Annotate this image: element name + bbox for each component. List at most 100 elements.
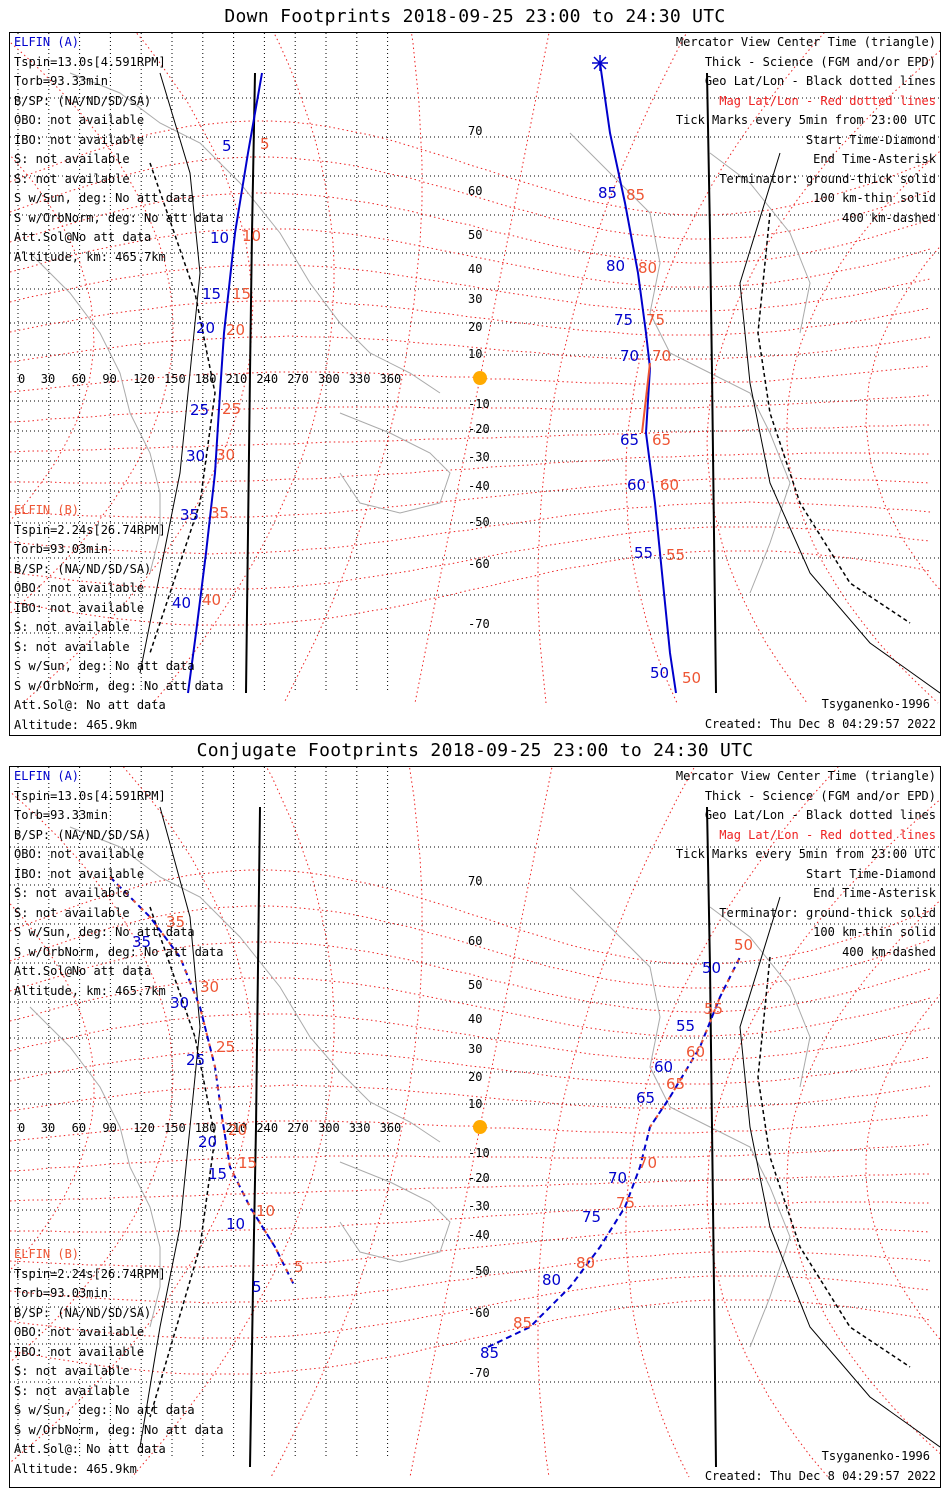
longitude-label: 210: [226, 1121, 248, 1135]
mag-latitude-line: [10, 1173, 930, 1202]
mag-latitude-line: [10, 192, 931, 264]
mag-longitude-line: [537, 33, 688, 704]
longitude-label: 270: [287, 372, 309, 386]
elfin-a-tick-label: 50: [650, 664, 669, 682]
info-line: Torb=93.33min: [14, 808, 108, 822]
legend: Mercator View Center Time (triangle) Thi…: [676, 767, 936, 962]
elfin-a-tick-label: 30: [186, 447, 205, 465]
elfin-a-tick-label: 35: [180, 506, 199, 524]
coastline: [709, 152, 811, 334]
elfin-a-info: ELFIN (A) Tspin=13.0s[4.591RPM] Torb=93.…: [14, 767, 224, 1001]
legend-line: Tick Marks every 5min from 23:00 UTC: [675, 113, 936, 127]
longitude-label: 60: [72, 1121, 86, 1135]
panel-title: Down Footprints 2018-09-25 23:00 to 24:3…: [224, 6, 726, 27]
info-line: Tspin=13.0s[4.591RPM]: [14, 788, 166, 803]
info-line: B/SP: (NA/ND/SD/SA): [14, 561, 152, 576]
elfin-b-tick-label: 65: [652, 431, 671, 449]
longitude-label: 300: [318, 372, 340, 386]
elfin-a-tick-label: 80: [542, 1271, 561, 1289]
map-frame: 0 30 60 90 120 150 180 210 240 270 300 330 360 70 60 50…: [9, 32, 941, 736]
latitude-label: -40: [468, 479, 490, 493]
end-asterisk-icon: [593, 56, 607, 70]
elfin-a-info: ELFIN (A) Tspin=13.0s[4.591RPM] Torb=93.…: [14, 33, 224, 267]
elfin-a-tick-label: 55: [676, 1017, 695, 1035]
info-line: IBO: not available: [14, 600, 145, 615]
latitude-label: -40: [468, 1228, 490, 1242]
elfin-b-tick-label: 55: [666, 546, 685, 564]
mag-latitude-line: [10, 394, 931, 423]
terminator-line: [757, 956, 911, 1368]
longitude-label: 90: [102, 1121, 116, 1135]
elfin-a-tick-label: 15: [208, 1165, 227, 1183]
info-line: Altitude, km: 465.7km: [14, 983, 166, 998]
elfin-a-tick-label: 60: [654, 1058, 673, 1076]
conjugate-footprints-panel: Conjugate Footprints 2018-09-25 23:00 to…: [0, 740, 950, 1500]
latitude-label: 60: [468, 934, 482, 948]
latitude-label: -70: [468, 1366, 490, 1380]
terminator-line: [739, 152, 940, 694]
model-label: Tsyganenko-1996: [821, 697, 930, 711]
legend-line: End Time-Asterisk: [813, 152, 936, 166]
info-line: Torb=93.33min: [14, 74, 108, 88]
terminator-line: [245, 72, 256, 694]
legend-line: Start Time-Diamond: [805, 866, 936, 881]
elfin-a-tick-label: 75: [614, 311, 633, 329]
elfin-b-tick-label: 80: [576, 1254, 595, 1272]
latitude-label: 40: [468, 1012, 482, 1026]
elfin-b-tick-label: 10: [242, 227, 261, 245]
elfin-b-tick-label: 30: [200, 978, 219, 996]
legend: Mercator View Center Time (triangle) Thi…: [676, 33, 936, 228]
info-line: OBO: not available: [14, 1325, 145, 1339]
mag-longitude-line: [625, 767, 839, 1478]
info-line: S: not available: [14, 886, 130, 900]
elfin-b-tick-label: 40: [202, 591, 221, 609]
elfin-a-tick-label: 20: [198, 1133, 217, 1151]
created-label: Created: Thu Dec 8 04:29:57 2022: [704, 717, 936, 731]
legend-line: End Time-Asterisk: [813, 886, 936, 900]
terminator-line: [706, 806, 717, 1468]
coastline: [339, 412, 451, 514]
elfin-b-tick-label: 20: [226, 321, 245, 339]
legend-line: Thick - Science (FGM and/or EPD): [704, 788, 936, 803]
longitude-label: 0: [18, 1121, 25, 1135]
info-line: S w/Sun, deg: No att data: [14, 1403, 195, 1417]
elfin-b-tick-label: 15: [238, 1154, 257, 1172]
mag-latitude-line: [10, 1299, 931, 1375]
info-line: B/SP: (NA/ND/SD/SA): [14, 1305, 152, 1320]
elfin-b-tick-label: 70: [652, 347, 671, 365]
elfin-b-tick-label: 20: [228, 1121, 247, 1139]
elfin-b-info: ELFIN (B) Tspin=2.24s[26.74RPM] Torb=93.…: [14, 501, 224, 735]
elfin-a-tick-label: 80: [606, 257, 625, 275]
mag-latitude-line: [10, 905, 931, 989]
latitude-label: 10: [468, 1097, 482, 1111]
longitude-label: 150: [164, 1121, 186, 1135]
elfin-a-tick-label: 70: [608, 1169, 627, 1187]
elfin-a-track: [109, 876, 296, 1288]
info-line: Torb=93.03min: [14, 1286, 108, 1300]
elfin-b-info: ELFIN (B) Tspin=2.24s[26.74RPM] Torb=93.…: [14, 1245, 224, 1479]
mag-latitude-line: [10, 1226, 931, 1268]
elfin-b-tick-label: 70: [638, 1154, 657, 1172]
elfin-a-tick-label: 10: [210, 229, 229, 247]
elfin-b-tick-label: 60: [686, 1043, 705, 1061]
elfin-a-tick-label: 30: [170, 994, 189, 1012]
mag-longitude-line: [283, 33, 423, 704]
legend-line: Mag Lat/Lon - Red dotted lines: [719, 827, 936, 842]
map-canvas: 0 30 60 90 120 150 180 210 240 270 300 330 360 70 60 50…: [10, 33, 940, 704]
info-line: Att.Sol@: No att data: [14, 1442, 166, 1456]
mag-latitude-line: [10, 526, 931, 590]
latitude-label: 30: [468, 1042, 482, 1056]
longitude-label: 30: [41, 372, 55, 386]
latitude-label: 70: [468, 124, 482, 138]
legend-line: Geo Lat/Lon - Black dotted lines: [704, 808, 936, 822]
elfin-b-tick-label: 15: [232, 285, 251, 303]
mag-latitude-line: [10, 264, 931, 312]
elfin-b-tick-label: 10: [256, 1202, 275, 1220]
elfin-b-tick-label: 25: [216, 1038, 235, 1056]
longitude-label: 90: [102, 372, 116, 386]
mag-latitude-line: [10, 156, 931, 240]
mag-latitude-line: [10, 869, 931, 965]
info-line: Tspin=2.24s[26.74RPM]: [14, 522, 166, 537]
latitude-label: 60: [468, 184, 482, 198]
mag-latitude-line: [10, 550, 931, 626]
